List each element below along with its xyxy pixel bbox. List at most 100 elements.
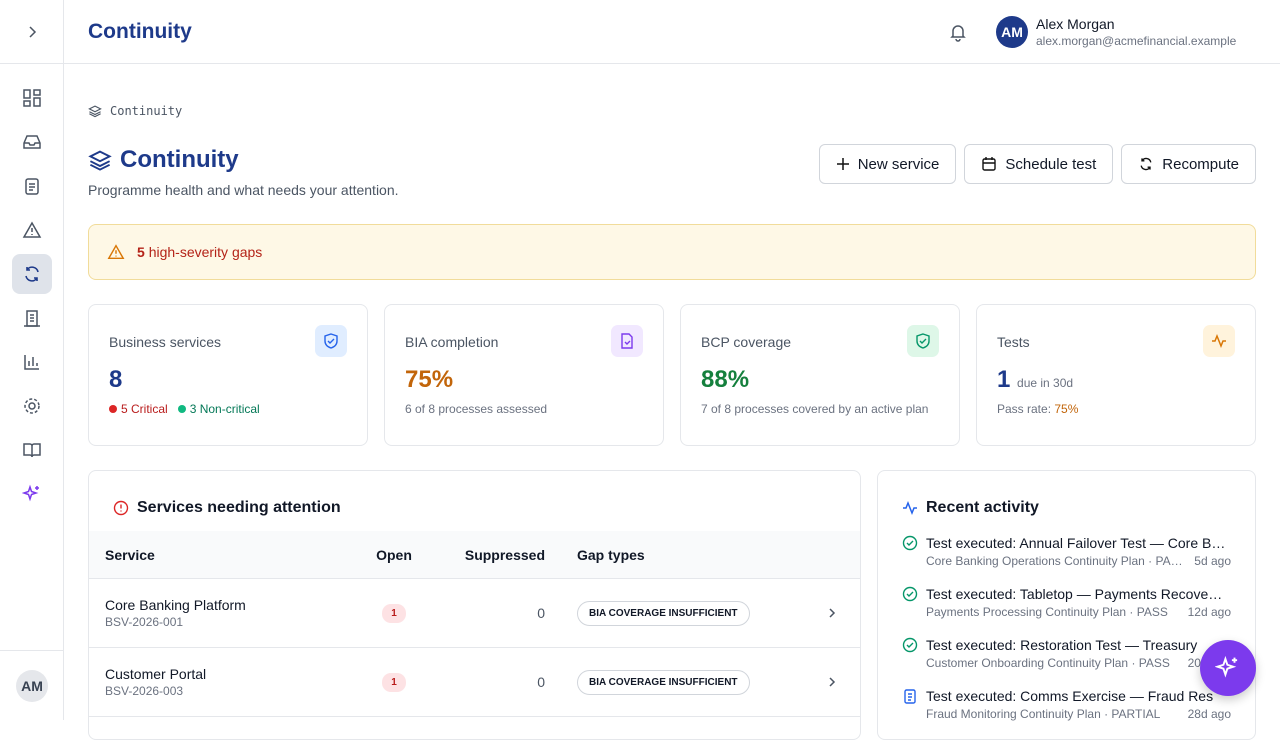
alert-text: high-severity gaps — [148, 244, 263, 260]
kpi-label: Business services — [109, 334, 222, 350]
activity-list: Test executed: Annual Failover Test — Co… — [902, 535, 1231, 721]
column-header[interactable]: Open — [376, 546, 412, 563]
user-avatar: AM — [996, 16, 1028, 48]
button-label: New service — [857, 155, 940, 173]
sidebar: AM — [0, 0, 64, 720]
column-header[interactable]: Service — [105, 546, 155, 563]
nav-settings[interactable] — [12, 386, 52, 426]
column-header[interactable]: Suppressed — [464, 546, 545, 563]
nav-risks[interactable] — [12, 210, 52, 250]
nav-tasks[interactable] — [12, 166, 52, 206]
activity-time: 28d ago — [1187, 707, 1231, 721]
activity-time: 5d ago — [1194, 554, 1231, 568]
row-chevron — [829, 608, 836, 618]
kpi-icon — [315, 325, 347, 357]
attention-panel: Services needing attention Service Open … — [88, 470, 861, 740]
service-id: BSV-2026-001 — [105, 615, 184, 629]
activity-title: Test executed: Comms Exercise — Fraud Re… — [926, 688, 1214, 704]
alert-count: 5 — [137, 244, 145, 260]
kpi-label: BCP coverage — [701, 334, 792, 350]
panel-title: Recent activity — [926, 499, 1039, 516]
suppressed-count: 0 — [537, 674, 545, 690]
kpi-icon — [1203, 325, 1235, 357]
kpi-card: Business services 8 5 Critical 3 Non-cri… — [88, 304, 368, 446]
nav-inbox[interactable] — [12, 122, 52, 162]
kpi-value: 8 — [109, 366, 123, 393]
open-count: 1 — [382, 604, 406, 623]
nav-continuity[interactable] — [11, 254, 52, 294]
kpi-note: Pass rate: — [997, 402, 1052, 416]
page-subtitle: Programme health and what needs your att… — [88, 182, 399, 198]
nav — [0, 64, 63, 514]
button-label: Schedule test — [1005, 155, 1097, 173]
activity-time: 12d ago — [1187, 605, 1231, 619]
table-row[interactable]: Customer Portal BSV-2026-003 1 0 BIA COVE… — [89, 648, 860, 717]
service-id: BSV-2026-003 — [105, 684, 184, 698]
nav-docs[interactable] — [12, 430, 52, 470]
service-name: Customer Portal — [105, 666, 207, 682]
kpi-note: 7 of 8 processes covered by an active pl… — [701, 402, 929, 416]
nav-dashboard[interactable] — [12, 78, 52, 118]
user-email: alex.morgan@acmefinancial.example — [1036, 34, 1237, 48]
notifications[interactable] — [948, 22, 968, 42]
user-name: Alex Morgan — [1036, 16, 1115, 32]
activity-title: Test executed: Restoration Test — Treasu… — [926, 637, 1198, 653]
row-chevron — [829, 677, 836, 687]
gap-type: BIA COVERAGE INSUFFICIENT — [577, 600, 750, 626]
kpi-card: BIA completion 75% 6 of 8 processes asse… — [384, 304, 664, 446]
kpi-suffix: due in 30d — [1017, 376, 1074, 390]
actions: New service Schedule test Recompute — [818, 144, 1256, 184]
expand-button[interactable] — [0, 0, 63, 64]
kpi-icon — [907, 325, 939, 357]
column-header[interactable]: Gap types — [577, 546, 645, 563]
nav-assistant[interactable] — [12, 474, 52, 514]
critical-count: 5 Critical — [121, 402, 168, 416]
kpi-value: 75% — [405, 366, 454, 393]
sidebar-avatar[interactable]: AM — [16, 669, 48, 702]
service-name: Core Banking Platform — [105, 597, 246, 613]
activity-item[interactable]: Test executed: Annual Failover Test — Co… — [902, 535, 1231, 568]
kpi-label: Tests — [997, 334, 1030, 350]
kpi-card: Tests 1 due in 30d Pass rate: 75% — [976, 304, 1256, 446]
assistant-button[interactable] — [1200, 640, 1256, 696]
activity-item[interactable]: Test executed: Restoration Test — Treasu… — [902, 637, 1231, 670]
page-title: Continuity — [88, 146, 239, 174]
activity-item[interactable]: Test executed: Comms Exercise — Fraud Re… — [902, 688, 1231, 721]
panel-title: Services needing attention — [137, 499, 341, 516]
kpi-cards: Business services 8 5 Critical 3 Non-cri… — [88, 304, 1256, 446]
suppressed-count: 0 — [537, 605, 545, 621]
activity-meta: Customer Onboarding Continuity Plan · PA… — [926, 656, 1170, 670]
user-menu[interactable]: AM Alex Morgan alex.morgan@acmefinancial.… — [996, 16, 1236, 50]
header: Continuity AM Alex Morgan alex.morgan@acm… — [64, 0, 1280, 64]
nav-reports[interactable] — [12, 342, 52, 382]
non-critical-count: 3 Non-critical — [189, 402, 260, 416]
activity-title: Test executed: Annual Failover Test — Co… — [926, 535, 1226, 551]
button-label: Recompute — [1162, 155, 1239, 173]
kpi-note: 6 of 8 processes assessed — [405, 402, 548, 416]
activity-title: Test executed: Tabletop — Payments Recov… — [926, 586, 1223, 602]
kpi-value: 88% — [701, 366, 750, 393]
activity-meta: Fraud Monitoring Continuity Plan · PARTI… — [926, 707, 1161, 721]
open-count: 1 — [382, 673, 406, 692]
header-title: Continuity — [88, 20, 192, 43]
gap-type: BIA COVERAGE INSUFFICIENT — [577, 669, 750, 695]
activity-meta: Core Banking Operations Continuity Plan … — [926, 554, 1183, 568]
breadcrumb-item[interactable]: Continuity — [110, 104, 183, 118]
kpi-icon — [611, 325, 643, 357]
activity-panel: Recent activity Test executed: Annual Fa… — [877, 470, 1256, 740]
breadcrumb: Continuity — [88, 104, 182, 118]
new-service-button[interactable]: New service — [818, 144, 957, 184]
table-row[interactable]: Core Banking Platform BSV-2026-001 1 0 BI… — [89, 579, 860, 648]
activity-meta: Payments Processing Continuity Plan · PA… — [926, 605, 1168, 619]
kpi-label: BIA completion — [405, 334, 499, 350]
alert-banner: 5 high-severity gaps — [88, 224, 1256, 280]
recompute-button[interactable]: Recompute — [1121, 144, 1256, 184]
activity-item[interactable]: Test executed: Tabletop — Payments Recov… — [902, 586, 1231, 619]
schedule-test-button[interactable]: Schedule test — [964, 144, 1114, 184]
nav-vendors[interactable] — [12, 298, 52, 338]
kpi-value: 1 — [997, 366, 1011, 393]
pass-rate: 75% — [1054, 402, 1079, 416]
sidebar-footer: AM — [0, 650, 64, 720]
